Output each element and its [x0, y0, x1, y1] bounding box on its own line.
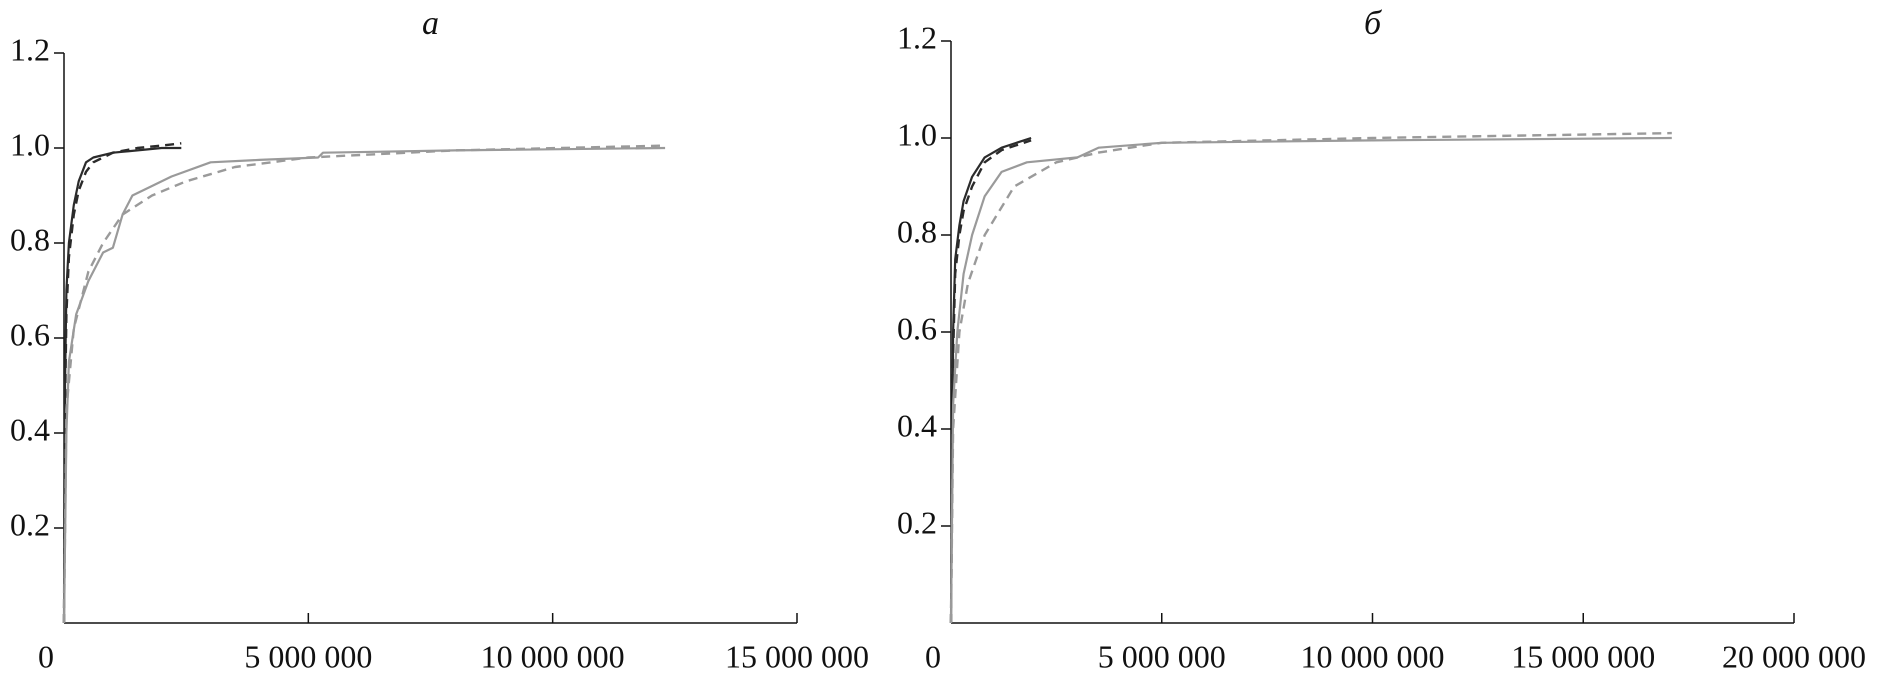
x-tick-label: 15 000 000	[725, 638, 869, 674]
y-tick-label: 1.2	[897, 19, 937, 55]
series-line	[62, 142, 182, 624]
y-tick-label: 1.0	[10, 126, 50, 162]
y-tick-label: 0.4	[10, 411, 50, 447]
series-line	[949, 136, 1672, 624]
y-tick-label: 0.4	[897, 407, 937, 443]
x-tick-label: 10 000 000	[481, 638, 625, 674]
y-tick-label: 0.6	[10, 316, 50, 352]
y-tick-label: 1.2	[10, 31, 50, 67]
y-tick-label: 1.0	[897, 116, 937, 152]
x-tick-label: 10 000 000	[1301, 638, 1445, 674]
series-line	[62, 146, 182, 624]
x-tick-label: 15 000 000	[1511, 638, 1655, 674]
series-line	[62, 144, 666, 624]
y-tick-label: 0.8	[10, 221, 50, 257]
x-tick-label: 5 000 000	[1098, 638, 1226, 674]
series-line	[949, 139, 1032, 624]
series-line	[949, 131, 1672, 624]
chart-title: б	[1364, 5, 1383, 42]
y-tick-label: 0.2	[10, 506, 50, 542]
y-tick-label: 0.8	[897, 213, 937, 249]
x-tick-label: 0	[925, 638, 941, 674]
series-line	[62, 146, 666, 624]
y-tick-label: 0.6	[897, 310, 937, 346]
chart-title: а	[422, 5, 439, 42]
y-tick-label: 0.2	[897, 504, 937, 540]
x-tick-label: 0	[38, 638, 54, 674]
x-tick-label: 20 000 000	[1722, 638, 1866, 674]
x-tick-label: 5 000 000	[244, 638, 372, 674]
